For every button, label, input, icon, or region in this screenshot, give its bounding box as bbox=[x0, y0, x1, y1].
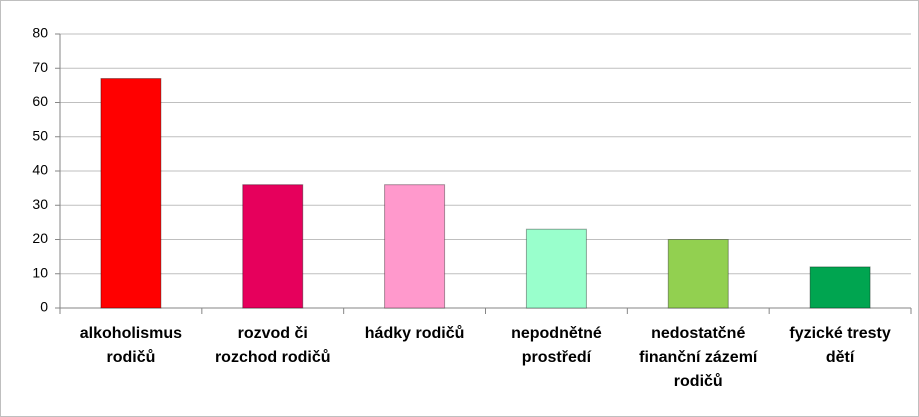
x-tick-label: nepodnětné prostředí bbox=[511, 325, 602, 366]
y-tick-label: 10 bbox=[32, 264, 48, 280]
bar bbox=[384, 184, 446, 309]
bar bbox=[242, 184, 304, 309]
x-tick-label: fyzické tresty dětí bbox=[789, 325, 891, 366]
y-tick-label: 0 bbox=[40, 299, 48, 315]
y-tick-label: 40 bbox=[32, 162, 48, 178]
x-tick-label: nedostatčné finanční zázemí rodičů bbox=[639, 325, 758, 390]
y-tick-label: 30 bbox=[32, 196, 48, 212]
y-tick-label: 60 bbox=[32, 93, 48, 109]
bar bbox=[809, 266, 871, 309]
bar bbox=[525, 228, 587, 309]
y-tick-label: 70 bbox=[32, 59, 48, 75]
x-tick-label: hádky rodičů bbox=[364, 325, 465, 342]
bar bbox=[667, 239, 729, 309]
x-tick-label: rozvod či rozchod rodičů bbox=[214, 325, 331, 366]
y-tick-label: 50 bbox=[32, 127, 48, 143]
bar bbox=[100, 78, 162, 309]
x-tick-label: alkoholismus rodičů bbox=[79, 325, 183, 366]
y-tick-label: 20 bbox=[32, 230, 48, 246]
y-tick-label: 80 bbox=[32, 25, 48, 41]
